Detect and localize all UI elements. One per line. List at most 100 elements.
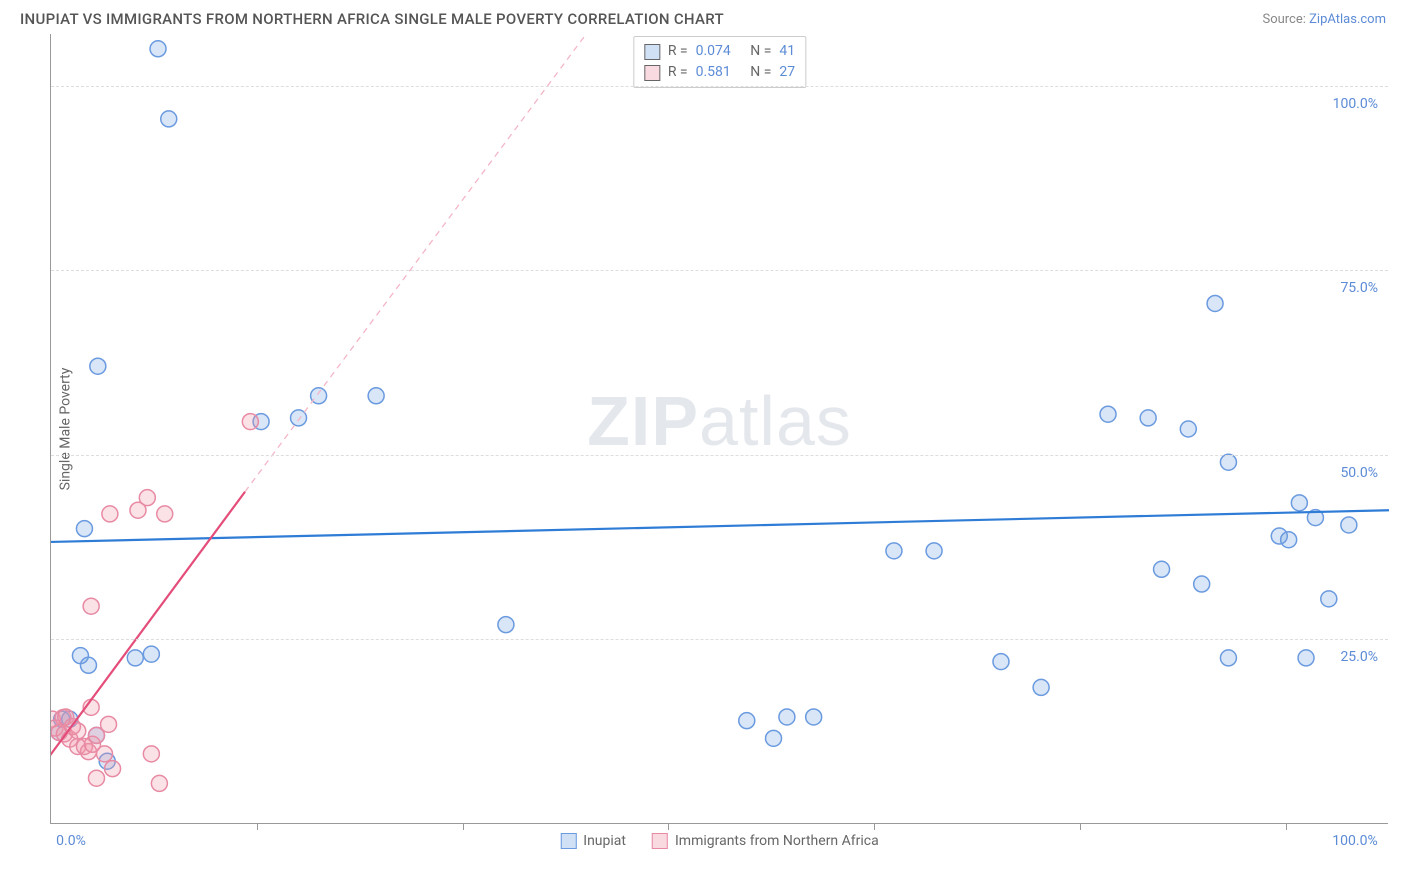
data-point — [993, 654, 1009, 670]
data-point — [253, 414, 269, 430]
data-point — [1100, 406, 1116, 422]
data-point — [1154, 561, 1170, 577]
source-credit: Source: ZipAtlas.com — [1262, 12, 1386, 27]
data-point — [97, 746, 113, 762]
data-point — [1291, 495, 1307, 511]
data-point — [926, 543, 942, 559]
gridline-h — [51, 639, 1388, 640]
data-point — [105, 761, 121, 777]
gridline-h — [51, 270, 1388, 271]
data-point — [150, 41, 166, 57]
data-point — [1140, 410, 1156, 426]
data-point — [101, 716, 117, 732]
data-point — [102, 506, 118, 522]
data-point — [76, 521, 92, 537]
data-point — [80, 657, 96, 673]
swatch-pink — [652, 833, 668, 849]
data-point — [1033, 679, 1049, 695]
data-point — [51, 711, 60, 727]
data-point — [130, 502, 146, 518]
data-point — [62, 711, 78, 727]
chart-area: Single Male Poverty ZIPatlas R = 0.074 N… — [50, 34, 1396, 824]
data-point — [51, 724, 67, 740]
data-point — [1298, 650, 1314, 666]
stats-row: R = 0.581 N = 27 — [644, 62, 795, 83]
series-legend: Inupiat Immigrants from Northern Africa — [560, 833, 878, 849]
data-point — [143, 646, 159, 662]
gridline-h — [51, 86, 1388, 87]
data-point — [368, 388, 384, 404]
data-point — [779, 709, 795, 725]
source-link[interactable]: ZipAtlas.com — [1309, 12, 1386, 27]
legend-label: Inupiat — [583, 833, 626, 849]
x-tick-label: 0.0% — [56, 833, 86, 849]
data-point — [766, 730, 782, 746]
data-point — [83, 699, 99, 715]
data-point — [1307, 510, 1323, 526]
x-tick-label: 100.0% — [1332, 833, 1377, 849]
data-point — [70, 723, 86, 739]
n-label: N = — [750, 62, 771, 83]
data-point — [90, 358, 106, 374]
y-tick-label: 75.0% — [1340, 280, 1378, 296]
data-point — [62, 731, 78, 747]
data-point — [76, 738, 92, 754]
scatter-svg — [51, 34, 1389, 824]
chart-title: INUPIAT VS IMMIGRANTS FROM NORTHERN AFRI… — [20, 10, 724, 28]
swatch-blue — [644, 44, 660, 60]
data-point — [99, 753, 115, 769]
tick-x — [668, 823, 669, 830]
data-point — [58, 709, 74, 725]
data-point — [84, 736, 100, 752]
watermark-zip: ZIP — [587, 382, 699, 460]
data-point — [1281, 532, 1297, 548]
r-label: R = — [668, 41, 688, 62]
trend-line — [245, 34, 586, 492]
tick-x — [463, 823, 464, 830]
data-point — [161, 111, 177, 127]
watermark: ZIPatlas — [587, 381, 852, 461]
data-point — [88, 727, 104, 743]
tick-x — [257, 823, 258, 830]
plot-region: ZIPatlas R = 0.074 N = 41 R = 0.581 N = … — [50, 34, 1388, 824]
data-point — [739, 713, 755, 729]
trend-line — [51, 510, 1389, 542]
data-point — [51, 724, 67, 740]
data-point — [151, 775, 167, 791]
stats-legend: R = 0.074 N = 41 R = 0.581 N = 27 — [633, 36, 806, 88]
legend-item: Inupiat — [560, 833, 626, 849]
data-point — [88, 770, 104, 786]
data-point — [157, 506, 173, 522]
data-point — [139, 490, 155, 506]
data-point — [1220, 454, 1236, 470]
data-point — [72, 648, 88, 664]
data-point — [88, 727, 104, 743]
data-point — [1321, 591, 1337, 607]
gridline-h — [51, 455, 1388, 456]
tick-x — [874, 823, 875, 830]
data-point — [311, 388, 327, 404]
y-tick-label: 25.0% — [1340, 649, 1378, 665]
n-label: N = — [750, 41, 771, 62]
swatch-pink — [644, 65, 660, 81]
y-tick-label: 100.0% — [1333, 96, 1378, 112]
data-point — [80, 744, 96, 760]
data-point — [1220, 650, 1236, 666]
data-point — [886, 543, 902, 559]
data-point — [806, 709, 822, 725]
data-point — [83, 598, 99, 614]
legend-item: Immigrants from Northern Africa — [652, 833, 879, 849]
n-value: 27 — [779, 62, 795, 83]
data-point — [1341, 517, 1357, 533]
source-prefix: Source: — [1262, 12, 1309, 27]
tick-x — [1286, 823, 1287, 830]
data-point — [127, 650, 143, 666]
data-point — [143, 746, 159, 762]
data-point — [1180, 421, 1196, 437]
trend-line — [51, 492, 245, 765]
data-point — [1194, 576, 1210, 592]
n-value: 41 — [779, 41, 795, 62]
r-value: 0.581 — [696, 62, 731, 83]
data-point — [54, 711, 70, 727]
swatch-blue — [560, 833, 576, 849]
